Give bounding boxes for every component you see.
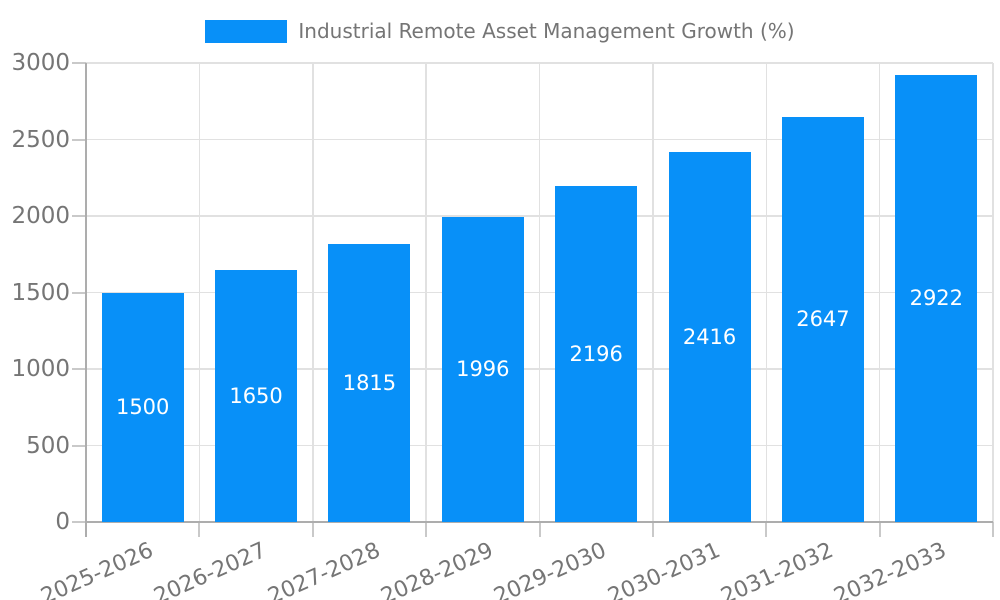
bar-value-label: 2647 bbox=[796, 307, 850, 332]
y-axis-tick-label: 2000 bbox=[11, 203, 70, 229]
gridline-vertical bbox=[992, 63, 994, 522]
x-axis-tick-label: 2030-2031 bbox=[604, 538, 724, 600]
x-axis-tick-label: 2026-2027 bbox=[150, 538, 271, 600]
y-axis-tick bbox=[72, 138, 86, 141]
x-axis-tick-label: 2031-2032 bbox=[717, 538, 838, 600]
bar-value-label: 1650 bbox=[229, 383, 283, 408]
y-axis-line bbox=[85, 63, 87, 537]
x-axis-tick-label: 2028-2029 bbox=[377, 538, 497, 600]
y-axis-tick bbox=[72, 62, 86, 64]
y-axis-tick bbox=[72, 291, 86, 294]
chart-legend: Industrial Remote Asset Management Growt… bbox=[0, 18, 1000, 45]
bar: 2647 bbox=[781, 117, 864, 522]
gridline-vertical bbox=[198, 63, 201, 522]
y-axis-tick-label: 0 bbox=[55, 509, 70, 535]
legend-color-swatch bbox=[205, 20, 288, 43]
gridline-vertical bbox=[425, 63, 427, 522]
y-axis-tick-label: 2500 bbox=[11, 126, 70, 153]
y-axis-tick bbox=[72, 215, 86, 217]
bar-value-label: 2196 bbox=[569, 341, 623, 366]
gridline-vertical bbox=[652, 63, 654, 522]
y-axis-tick-label: 500 bbox=[26, 432, 70, 459]
y-axis-tick bbox=[72, 444, 86, 447]
bar-value-label: 2416 bbox=[682, 325, 737, 350]
x-axis-tick bbox=[651, 522, 654, 537]
x-axis-tick bbox=[538, 522, 541, 537]
y-axis-tick bbox=[72, 521, 86, 523]
x-axis-tick bbox=[765, 522, 768, 537]
bar-value-label: 2922 bbox=[909, 286, 964, 311]
x-axis-tick bbox=[198, 522, 201, 537]
gridline-vertical bbox=[538, 63, 541, 522]
bar: 1996 bbox=[441, 216, 524, 522]
bar-value-label: 1815 bbox=[342, 371, 397, 396]
bar-value-label: 1996 bbox=[456, 357, 510, 382]
bar: 2196 bbox=[555, 186, 638, 522]
y-axis-tick bbox=[72, 368, 86, 370]
bar: 2922 bbox=[895, 74, 978, 522]
bar: 1500 bbox=[101, 292, 184, 522]
x-axis-tick bbox=[878, 522, 881, 537]
x-axis-line bbox=[86, 521, 993, 523]
x-axis-tick bbox=[992, 522, 994, 537]
bar: 1815 bbox=[328, 244, 411, 522]
y-axis-tick-label: 1500 bbox=[11, 279, 70, 306]
x-axis-tick-label: 2029-2030 bbox=[490, 538, 611, 600]
bar-value-label: 1500 bbox=[115, 395, 170, 420]
x-axis-tick-label: 2032-2033 bbox=[830, 538, 951, 600]
bar: 1650 bbox=[215, 269, 298, 522]
x-axis-tick bbox=[311, 522, 314, 537]
legend-label: Industrial Remote Asset Management Growt… bbox=[298, 19, 795, 43]
x-axis-tick-label: 2025-2026 bbox=[37, 538, 157, 600]
y-axis-tick-label: 3000 bbox=[11, 50, 70, 76]
bar: 2416 bbox=[668, 152, 751, 522]
gridline-vertical bbox=[312, 63, 314, 522]
x-axis-tick bbox=[425, 522, 428, 537]
x-axis-tick-label: 2027-2028 bbox=[263, 538, 384, 600]
gridline-vertical bbox=[765, 63, 767, 522]
gridline-vertical bbox=[878, 63, 881, 522]
y-axis-tick-label: 1000 bbox=[11, 356, 70, 382]
